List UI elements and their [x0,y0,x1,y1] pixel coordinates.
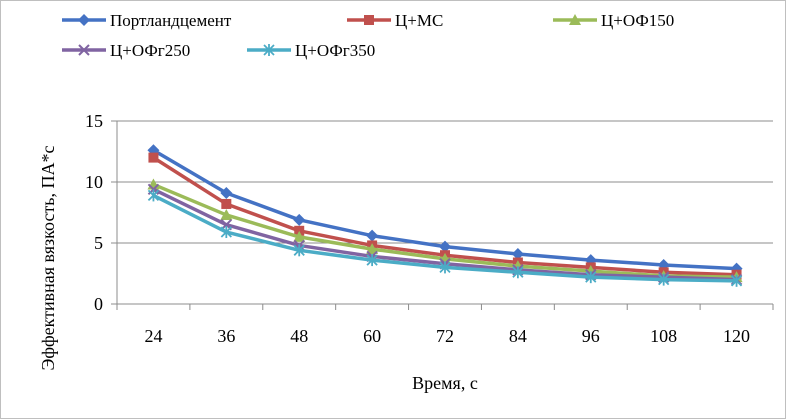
x-tick-label: 48 [290,326,308,346]
legend-label: Ц+МС [395,11,443,30]
data-point [512,266,524,279]
data-point [221,198,232,209]
x-tick-label: 120 [723,326,750,346]
y-tick-label: 5 [94,233,103,253]
x-tick-label: 36 [217,326,235,346]
data-point [366,254,378,267]
y-tick-label: 0 [94,294,103,314]
legend-label: Ц+ОФг250 [110,41,190,60]
legend-marker [78,14,90,26]
x-tick-label: 108 [650,326,677,346]
legend-item: Ц+ОФ150 [553,11,674,30]
data-point [293,244,305,257]
legend-marker [569,14,581,25]
legend-label: Ц+ОФг350 [295,41,375,60]
x-tick-label: 72 [436,326,454,346]
data-point [439,261,451,274]
data-point [148,152,159,163]
legend-marker [78,44,90,56]
data-point [658,273,670,286]
data-point [147,189,160,202]
axes: 0 5 10 15 24 36 48 60 72 84 96 108 120 [85,111,774,346]
data-point [293,230,306,242]
y-axis-title: Эффективная вязкость, ПА*с [38,145,58,370]
x-axis-title: Время, с [412,373,478,393]
legend-item: Ц+ОФг250 [62,41,190,60]
x-tick-label: 96 [582,326,600,346]
data-point [366,243,379,255]
data-point [585,271,597,284]
data-point [730,274,743,287]
data-point [293,213,306,226]
y-tick-label: 15 [85,111,103,131]
data-point [220,208,233,220]
legend: Портландцемент Ц+МС Ц+ОФ150 Ц+ОФг250 Ц+ОФг35… [62,11,674,60]
data-point [220,186,233,199]
legend-label: Портландцемент [110,11,232,30]
legend-item: Ц+МС [347,11,443,30]
legend-marker [364,15,374,25]
data-point [511,247,524,260]
data-point [220,226,232,239]
legend-item: Портландцемент [62,11,232,30]
series-5 [147,189,743,287]
y-tick-label: 10 [85,172,103,192]
data-point [294,225,305,236]
x-tick-label: 24 [144,326,162,346]
legend-item: Ц+ОФг350 [247,41,375,60]
data-point [366,229,379,242]
x-tick-label: 84 [509,326,527,346]
series-1 [147,144,743,275]
series-group [147,144,743,287]
data-point [439,240,451,253]
legend-label: Ц+ОФ150 [601,11,674,30]
legend-marker [263,44,275,56]
x-tick-label: 60 [363,326,381,346]
